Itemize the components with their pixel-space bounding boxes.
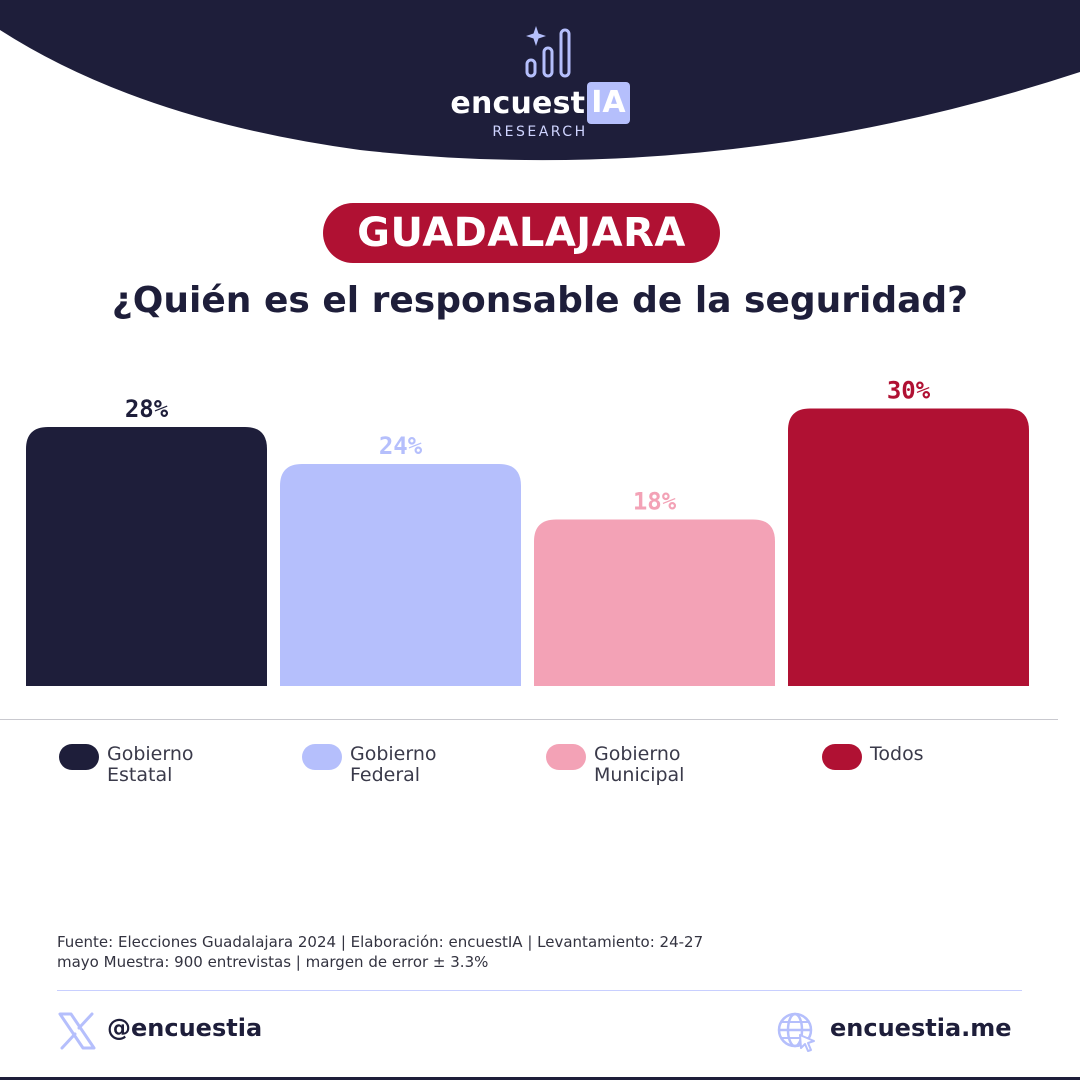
- brand-name-prefix: encuest: [450, 85, 586, 121]
- bar-gobierno-federal: [280, 464, 521, 686]
- source-line: mayo Muestra: 900 entrevistas | margen d…: [57, 953, 489, 971]
- header-arc-background: [0, 0, 1080, 161]
- legend-label: Gobierno: [107, 743, 194, 765]
- chart-title: ¿Quién es el responsable de la seguridad…: [111, 280, 969, 321]
- legend-label: Estatal: [107, 764, 173, 786]
- legend-label: Gobierno: [350, 743, 437, 765]
- social-handle-link[interactable]: @encuestia: [107, 1014, 263, 1042]
- legend-item-gobierno-federal: Gobierno Federal: [302, 744, 490, 786]
- city-badge: GUADALAJARA: [323, 203, 720, 263]
- legend-label: Municipal: [594, 764, 685, 786]
- x-logo-icon[interactable]: [57, 1011, 97, 1051]
- source-note: Fuente: Elecciones Guadalajara 2024 | El…: [57, 932, 837, 972]
- legend-swatch: [546, 744, 586, 770]
- value-label-gobierno-municipal: 18%: [633, 488, 677, 516]
- legend-label: Gobierno: [594, 743, 681, 765]
- legend-swatch: [302, 744, 342, 770]
- footer-divider: [57, 990, 1022, 991]
- legend-item-gobierno-municipal: Gobierno Municipal: [546, 744, 734, 786]
- legend-label: Todos: [870, 743, 924, 765]
- bar-gobierno-estatal: [26, 427, 267, 686]
- value-label-todos: 30%: [887, 377, 931, 405]
- globe-cursor-icon[interactable]: [776, 1011, 818, 1053]
- legend-label: Federal: [350, 764, 421, 786]
- value-label-gobierno-estatal: 28%: [125, 395, 169, 423]
- brand-logo: encuest IA: [0, 82, 1080, 124]
- legend-item-gobierno-estatal: Gobierno Estatal: [59, 744, 247, 786]
- source-line: Fuente: Elecciones Guadalajara 2024 | El…: [57, 933, 704, 951]
- brand-subtitle: RESEARCH: [492, 124, 588, 140]
- value-label-gobierno-federal: 24%: [379, 432, 423, 460]
- brand-name-suffix: IA: [587, 82, 630, 124]
- chart-baseline-divider: [0, 719, 1058, 720]
- website-link[interactable]: encuestia.me: [830, 1014, 1012, 1042]
- legend-swatch: [822, 744, 862, 770]
- bottom-edge-strip: [0, 1077, 1080, 1080]
- bar-gobierno-municipal: [534, 519, 775, 686]
- bar-todos: [788, 408, 1029, 686]
- legend-swatch: [59, 744, 99, 770]
- sparkle-bar-chart-icon: [525, 26, 571, 78]
- legend-item-todos: Todos: [822, 744, 1010, 770]
- bar-chart: 28% 24% 18% 30%: [26, 377, 1029, 686]
